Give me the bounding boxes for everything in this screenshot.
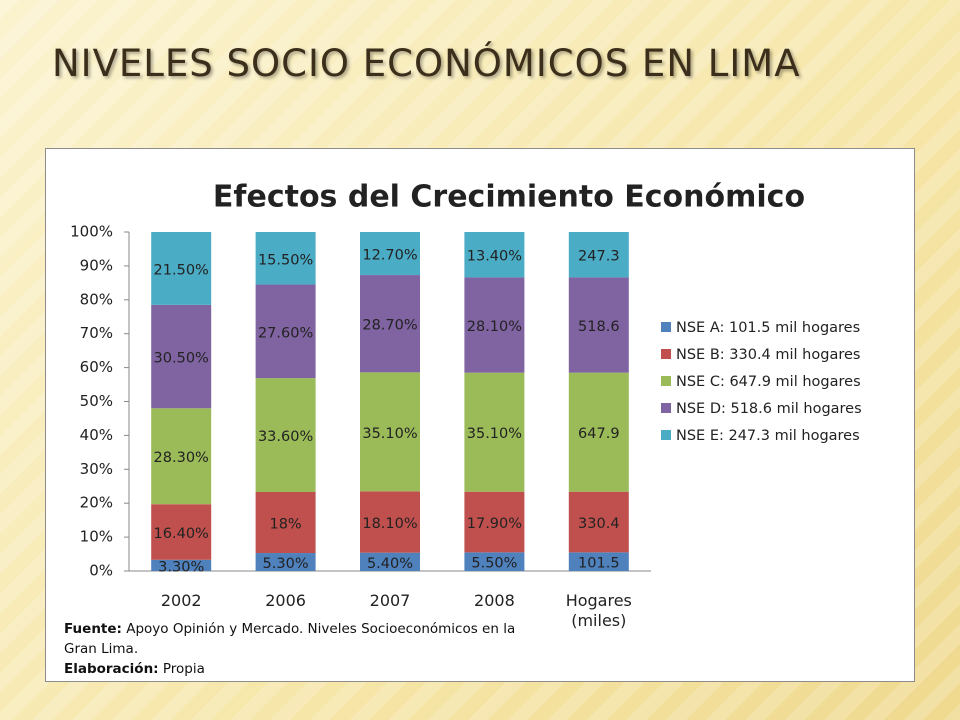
y-tick-label: 100%	[70, 223, 113, 241]
x-tick-label: 2002	[160, 591, 202, 610]
y-tick-label: 20%	[80, 494, 113, 512]
bar-segment	[151, 408, 212, 505]
legend-label: NSE E: 247.3 mil hogares	[676, 428, 860, 444]
bar-segment	[568, 277, 629, 373]
bar-segment	[151, 232, 212, 305]
y-tick-label: 80%	[80, 290, 113, 308]
value-label: 5.50%	[471, 556, 517, 572]
value-label: 13.40%	[467, 249, 522, 265]
value-label: 33.60%	[258, 429, 313, 445]
y-tick-label: 40%	[80, 426, 113, 444]
bar-segment	[151, 304, 212, 409]
value-label: 5.40%	[367, 556, 413, 572]
legend-swatch	[661, 403, 671, 413]
y-tick-label: 10%	[80, 528, 113, 546]
bar-segment	[464, 232, 525, 278]
value-label: 28.30%	[154, 450, 209, 466]
chart: Efectos del Crecimiento Económico 0% 10% 2…	[70, 180, 862, 580]
legend-swatch	[661, 430, 671, 440]
value-label: 101.5	[578, 556, 620, 572]
value-label: 15.50%	[258, 252, 313, 268]
value-label: 27.60%	[258, 325, 313, 341]
bar-segment	[464, 552, 525, 571]
source-text: Apoyo Opinión y Mercado. Niveles Socioec…	[64, 621, 516, 657]
bar-segment	[255, 232, 316, 285]
value-label: 518.6	[578, 319, 620, 335]
y-tick-label: 0%	[89, 562, 113, 580]
value-label: 30.50%	[154, 351, 209, 367]
credit-label: Elaboración:	[64, 661, 159, 677]
y-tick-label: 50%	[80, 392, 113, 410]
value-label: 35.10%	[362, 426, 417, 442]
bar-segment	[255, 492, 316, 554]
value-label: 21.50%	[154, 262, 209, 278]
bar-segment	[568, 552, 629, 571]
y-tick-label: 90%	[80, 256, 113, 274]
bar-segment	[464, 491, 525, 553]
bar-segment	[151, 504, 212, 560]
legend-label: NSE C: 647.9 mil hogares	[676, 374, 861, 390]
bar-segment	[360, 552, 420, 571]
bar-segment	[568, 372, 629, 492]
value-label: 247.3	[578, 249, 620, 265]
bar-segment	[464, 277, 525, 373]
x-tick-label: 2008	[474, 591, 515, 610]
value-label: 3.30%	[158, 559, 204, 575]
chart-box: Efectos del Crecimiento Económico 0% 10% 2…	[45, 148, 915, 682]
slide-title: NIVELES SOCIO ECONÓMICOS EN LIMA	[52, 42, 801, 85]
x-tick-label: 2007	[369, 591, 411, 610]
bar-segment	[255, 284, 316, 379]
value-label: 18.10%	[362, 516, 417, 532]
bar-segment	[464, 372, 525, 492]
value-label: 12.70%	[362, 248, 417, 264]
y-tick-label: 60%	[80, 358, 113, 376]
value-label: 647.9	[578, 426, 620, 442]
bar-segment	[360, 232, 420, 276]
source-label: Fuente:	[64, 621, 122, 637]
bar-segment	[360, 275, 420, 373]
credit-text: Propia	[162, 661, 205, 677]
legend-label: NSE D: 518.6 mil hogares	[676, 401, 862, 417]
legend-swatch	[661, 322, 671, 332]
source-note: Fuente: Apoyo Opinión y Mercado. Niveles…	[64, 619, 534, 679]
value-label: 28.70%	[362, 318, 417, 334]
bar-segment	[151, 559, 212, 571]
value-label: 18%	[269, 517, 301, 533]
legend-label: NSE B: 330.4 mil hogares	[676, 347, 860, 363]
value-label: 17.90%	[467, 516, 522, 532]
chart-title: Efectos del Crecimiento Económico	[213, 180, 805, 215]
x-tick-label: 2006	[265, 591, 306, 610]
y-tick-label: 30%	[80, 460, 113, 478]
legend-swatch	[661, 349, 671, 359]
bar-segment	[255, 378, 316, 493]
x-tick-label: Hogares (miles)	[565, 591, 632, 630]
bar-segment	[360, 491, 420, 553]
value-label: 28.10%	[467, 319, 522, 335]
bar-segment	[568, 232, 629, 278]
legend-label: NSE A: 101.5 mil hogares	[676, 320, 860, 336]
bar-segment	[360, 372, 420, 492]
value-label: 5.30%	[263, 556, 309, 572]
value-label: 330.4	[578, 516, 620, 532]
y-tick-label: 70%	[80, 324, 113, 342]
bar-segment	[568, 491, 629, 553]
legend-swatch	[661, 376, 671, 386]
value-label: 16.40%	[154, 526, 209, 542]
value-label: 35.10%	[467, 426, 522, 442]
bar-segment	[255, 553, 316, 571]
